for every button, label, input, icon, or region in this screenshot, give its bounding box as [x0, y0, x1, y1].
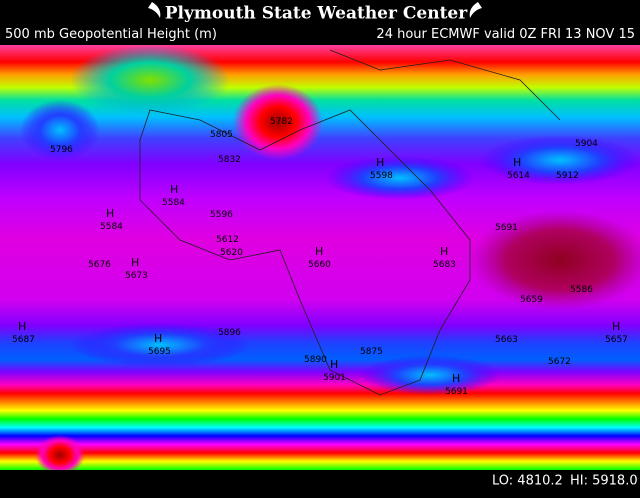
height-label: 5912: [556, 171, 579, 181]
high-marker: H: [452, 372, 460, 385]
height-label: 5904: [575, 139, 598, 149]
height-label: 5890: [304, 355, 327, 365]
high-marker: H: [315, 245, 323, 258]
logo: [469, 2, 482, 18]
height-label: 5683: [433, 260, 456, 270]
contour-region: [35, 435, 85, 475]
contour-region: [70, 323, 250, 367]
high-marker: H: [170, 183, 178, 196]
right-caption: 24 hour ECMWF valid 0Z FRI 13 NOV 15: [376, 27, 635, 42]
height-label: 5687: [12, 335, 35, 345]
left-caption: 500 mb Geopotential Height (m): [5, 27, 217, 42]
height-label: 5660: [308, 260, 331, 270]
height-label: 5584: [162, 198, 185, 208]
coastline: [329, 49, 561, 121]
high-marker: H: [440, 245, 448, 258]
high-marker: H: [18, 320, 26, 333]
contour-region: [233, 84, 323, 160]
height-label: 5796: [50, 145, 73, 155]
height-label: 5620: [220, 248, 243, 258]
height-label: 5586: [570, 285, 593, 295]
contour-labels: 5796 5805 5782 5832 5598 5614 5584 5584 …: [12, 117, 628, 397]
height-label: 5672: [548, 357, 571, 367]
height-label: 5691: [495, 223, 518, 233]
height-label: 5614: [507, 171, 530, 181]
high-marker: H: [131, 256, 139, 269]
height-label: 5676: [88, 260, 111, 270]
high-marker: H: [376, 156, 384, 169]
height-label: 5612: [216, 235, 239, 245]
high-value: HI: 5918.0: [570, 474, 638, 489]
height-label: 5782: [270, 117, 293, 127]
height-label: 5663: [495, 335, 518, 345]
height-label: 5673: [125, 271, 148, 281]
contour-region: [325, 156, 475, 200]
height-label: 5584: [100, 222, 123, 232]
coastline: [139, 109, 471, 396]
height-label: 5805: [210, 130, 233, 140]
height-label: 5901: [323, 373, 346, 383]
high-marker: H: [106, 207, 114, 220]
logo: [148, 2, 161, 18]
height-label: 5875: [360, 347, 383, 357]
contour-region: [470, 210, 640, 310]
high-marker: H: [154, 332, 162, 345]
title: Plymouth State Weather Center: [165, 4, 468, 24]
contour-region: [480, 135, 640, 185]
height-label: 5691: [445, 387, 468, 397]
height-label: 5659: [520, 295, 543, 305]
footer-bar: [0, 470, 640, 498]
high-marker: H: [330, 358, 338, 371]
high-marker: H: [513, 156, 521, 169]
contour-region: [360, 355, 500, 395]
height-label: 5598: [370, 171, 393, 181]
contour-region: [20, 100, 100, 160]
height-label: 5596: [210, 210, 233, 220]
height-label: 5695: [148, 347, 171, 357]
high-marker: H: [612, 320, 620, 333]
high-markers: H H H H H H H H H H H H: [18, 156, 620, 385]
height-label: 5896: [218, 328, 241, 338]
height-label: 5657: [605, 335, 628, 345]
low-value: LO: 4810.2: [492, 474, 563, 489]
header-bar: [0, 0, 640, 45]
contour-region: [70, 45, 230, 115]
height-label: 5832: [218, 155, 241, 165]
